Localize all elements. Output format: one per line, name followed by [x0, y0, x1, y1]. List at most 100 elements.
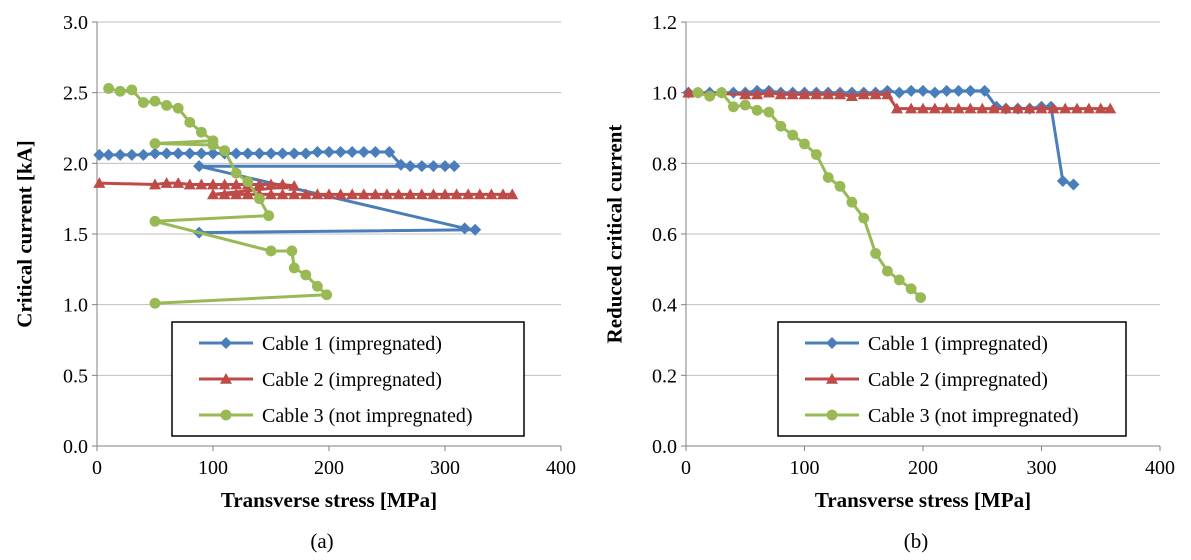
- legend-label: Cable 1 (impregnated): [262, 333, 442, 355]
- data-point: [288, 188, 301, 200]
- data-point: [1011, 102, 1024, 114]
- data-point: [288, 179, 301, 191]
- data-point: [917, 102, 929, 114]
- data-point: [114, 148, 127, 161]
- data-point: [346, 146, 359, 159]
- data-point: [230, 167, 242, 179]
- data-point: [448, 160, 461, 173]
- data-point: [263, 210, 275, 222]
- data-point: [762, 86, 775, 98]
- data-point: [450, 188, 463, 200]
- data-point: [230, 178, 243, 190]
- data-point: [288, 262, 300, 274]
- data-point: [357, 146, 370, 159]
- x-tick-label: 0: [92, 457, 102, 479]
- data-point: [952, 102, 965, 114]
- data-point: [172, 177, 185, 188]
- data-point: [775, 120, 787, 132]
- y-tick-label: 0.0: [652, 436, 677, 458]
- data-point: [137, 148, 150, 161]
- y-tick-label: 2.5: [63, 83, 88, 105]
- y-tick-label: 2.0: [63, 153, 88, 175]
- data-point: [1067, 178, 1080, 191]
- x-tick-label: 200: [908, 457, 938, 479]
- data-point: [427, 188, 440, 200]
- tick-labels: 0.0 0.2 0.4 0.6 0.8 1.0 1.2 0 100 200 300 400: [652, 12, 1175, 479]
- data-point: [915, 292, 927, 303]
- data-point: [1056, 175, 1069, 187]
- data-point: [392, 188, 405, 200]
- data-point: [739, 99, 751, 111]
- data-point: [149, 95, 161, 107]
- data-point: [905, 102, 918, 114]
- panel-label: (a): [310, 529, 333, 553]
- data-point: [893, 86, 906, 99]
- data-point: [917, 84, 929, 97]
- data-point: [822, 88, 835, 100]
- axes: [92, 21, 562, 451]
- x-tick-label: 100: [198, 457, 228, 479]
- data-point: [905, 84, 918, 97]
- y-axis-title: Critical current [kA]: [12, 140, 36, 327]
- legend: Cable 1 (impregnated) Cable 2 (impregnate…: [777, 321, 1127, 437]
- data-point: [964, 102, 977, 114]
- data-point: [193, 160, 206, 173]
- data-point: [845, 90, 858, 101]
- legend: Cable 1 (impregnated) Cable 2 (impregnate…: [171, 321, 525, 437]
- data-point: [253, 178, 266, 190]
- data-point: [751, 88, 764, 100]
- data-point: [473, 188, 486, 200]
- data-point: [149, 147, 161, 160]
- data-point: [881, 88, 894, 100]
- data-point: [810, 88, 823, 100]
- data-point: [160, 177, 173, 188]
- data-point: [172, 147, 185, 160]
- data-point: [1023, 102, 1036, 114]
- data-point: [288, 147, 301, 160]
- data-point: [220, 337, 232, 349]
- y-tick-label: 1.2: [652, 12, 677, 34]
- data-point: [220, 409, 232, 421]
- y-tick-label: 0.4: [652, 295, 677, 317]
- data-point: [300, 269, 312, 281]
- data-point: [241, 147, 254, 160]
- legend-item: Cable 2 (impregnated): [805, 369, 1048, 391]
- data-point: [427, 160, 440, 173]
- legend-label: Cable 3 (not impregnated): [262, 405, 473, 427]
- data-point: [149, 297, 161, 309]
- data-point: [149, 138, 161, 149]
- legend-item: Cable 1 (impregnated): [805, 333, 1048, 355]
- panel-label: (b): [904, 529, 929, 553]
- x-tick-label: 300: [430, 457, 460, 479]
- data-point: [286, 245, 298, 257]
- legend-label: Cable 2 (impregnated): [262, 369, 442, 391]
- data-point: [890, 102, 903, 114]
- data-point: [716, 87, 727, 99]
- y-axis-title: Reduced critical current: [602, 125, 626, 344]
- series-cable-3-not-impregnated: [692, 87, 927, 303]
- data-point: [826, 373, 838, 384]
- data-point: [415, 188, 428, 200]
- data-point: [299, 147, 312, 160]
- data-point: [195, 178, 208, 190]
- data-point: [241, 188, 254, 200]
- series-cable-2-impregnated: [93, 177, 519, 200]
- legend-label: Cable 2 (impregnated): [868, 369, 1048, 391]
- data-point: [1059, 102, 1072, 114]
- data-point: [184, 116, 196, 128]
- x-tick-label: 300: [1027, 457, 1057, 479]
- data-point: [964, 84, 977, 97]
- series-layer: [93, 83, 519, 309]
- data-point: [458, 222, 471, 235]
- data-point: [497, 188, 509, 200]
- data-point: [786, 88, 799, 100]
- data-point: [1071, 102, 1084, 114]
- data-point: [826, 409, 838, 421]
- data-point: [207, 188, 219, 200]
- y-tick-label: 0.6: [652, 224, 677, 246]
- data-point: [323, 146, 335, 159]
- data-point: [439, 188, 451, 200]
- data-point: [172, 102, 184, 114]
- data-point: [763, 106, 775, 118]
